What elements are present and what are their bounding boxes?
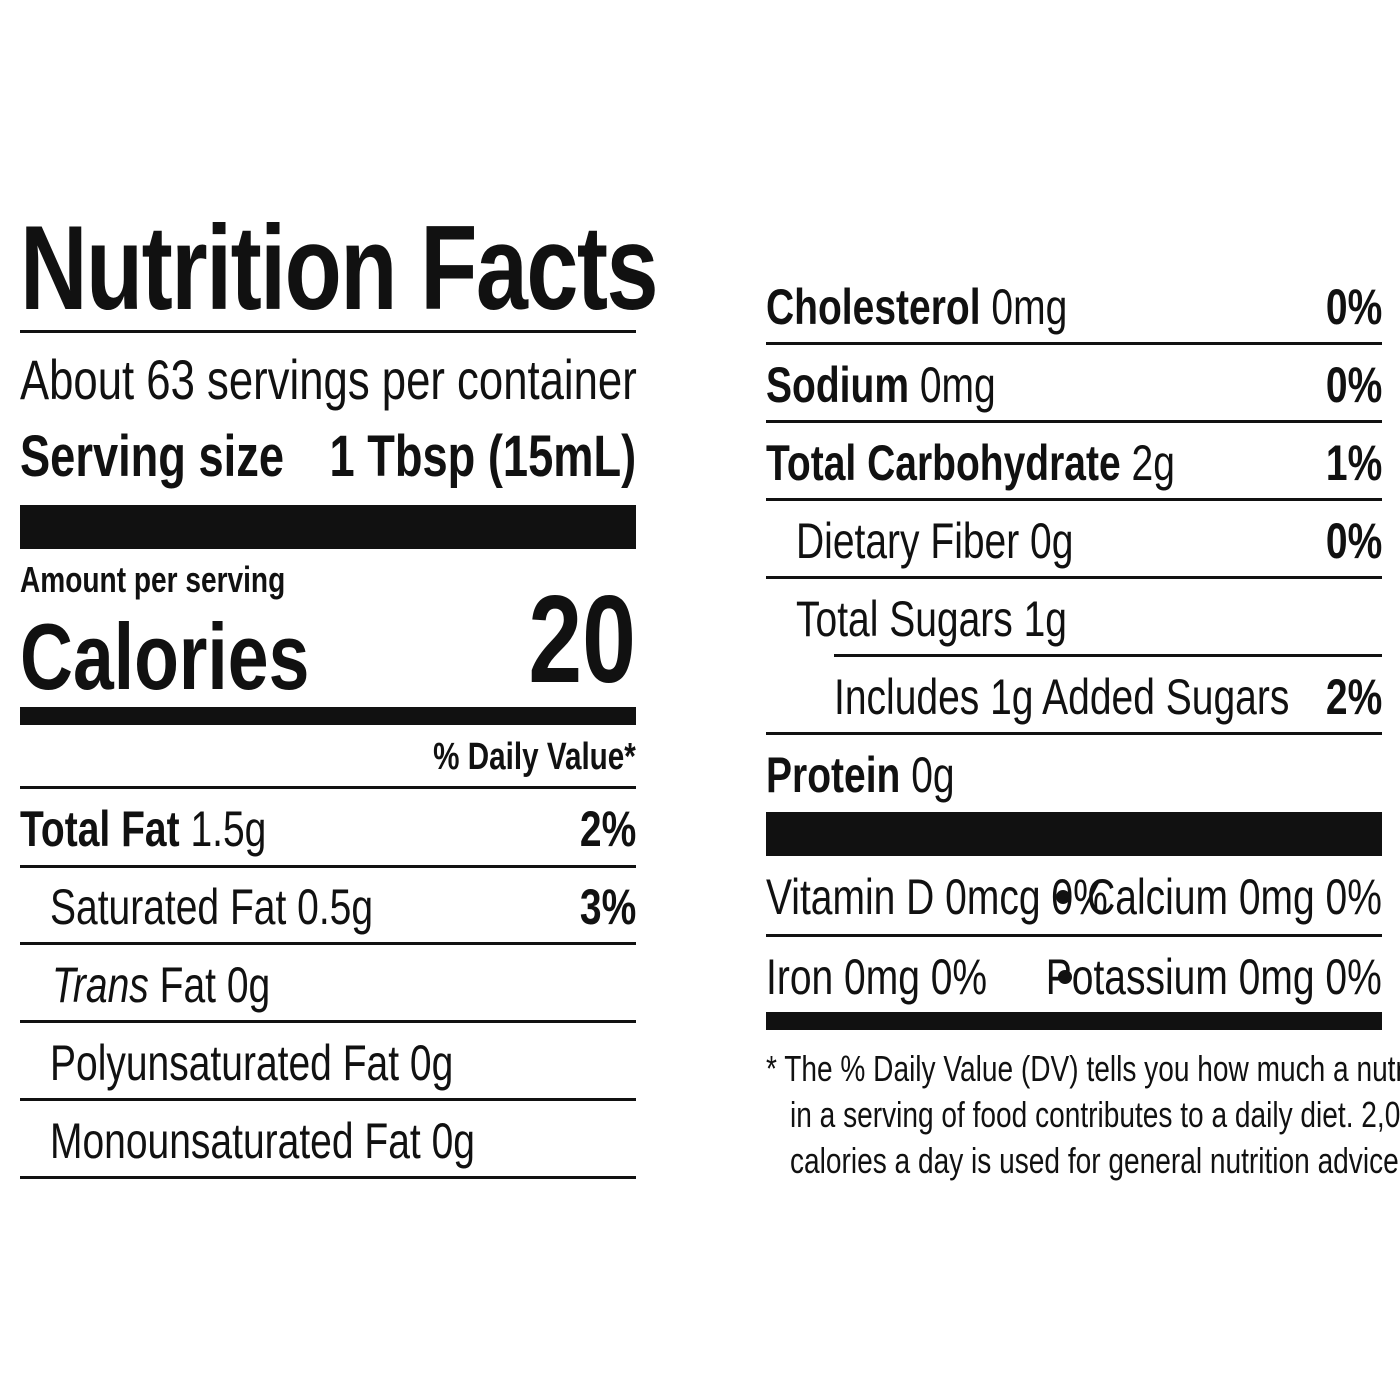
thick-divider <box>766 812 1382 856</box>
medium-divider <box>20 707 636 725</box>
vitamin-d-label: Vitamin D 0mcg 0% <box>766 869 1108 925</box>
medium-divider <box>766 1012 1382 1030</box>
divider <box>766 576 1382 579</box>
nutrition-facts-title: Nutrition Facts <box>20 201 659 335</box>
divider <box>766 342 1382 345</box>
iron-label: Iron 0mg 0% <box>766 949 988 1005</box>
saturated-fat-dv: 3% <box>579 879 636 935</box>
sodium-label: Sodium 0mg <box>766 357 996 413</box>
total-fat-dv: 2% <box>579 801 636 857</box>
nutrition-facts-right-panel: Cholesterol 0mg 0% Sodium 0mg 0% Total C… <box>766 270 1400 1190</box>
dietary-fiber-dv: 0% <box>1325 513 1382 569</box>
divider <box>766 420 1382 423</box>
divider <box>20 942 636 945</box>
amount-per-serving: Amount per serving <box>20 559 286 600</box>
protein-label: Protein 0g <box>766 747 955 803</box>
serving-size-value: 1 Tbsp (15mL) <box>329 424 636 489</box>
nutrition-facts-left-panel: Nutrition Facts About 63 servings per co… <box>20 200 659 1190</box>
dietary-fiber-label: Dietary Fiber 0g <box>796 513 1074 569</box>
calories-label: Calories <box>20 604 310 709</box>
total-fat-label: Total Fat 1.5g <box>20 801 267 857</box>
serving-size-label: Serving size <box>20 424 285 489</box>
total-carbohydrate-dv: 1% <box>1325 435 1382 491</box>
total-sugars-label: Total Sugars 1g <box>796 591 1068 647</box>
divider <box>766 934 1382 937</box>
footnote-line-1: * The % Daily Value (DV) tells you how m… <box>766 1048 1400 1089</box>
added-sugars-dv: 2% <box>1325 669 1382 725</box>
divider <box>20 1020 636 1023</box>
cholesterol-dv: 0% <box>1325 279 1382 335</box>
divider <box>766 498 1382 501</box>
saturated-fat-label: Saturated Fat 0.5g <box>50 879 374 935</box>
divider <box>20 330 636 333</box>
divider <box>766 732 1382 735</box>
footnote-line-2: in a serving of food contributes to a da… <box>790 1094 1400 1135</box>
thick-divider <box>20 505 636 549</box>
divider <box>834 654 1382 657</box>
divider <box>20 1098 636 1101</box>
servings-per-container: About 63 servings per container <box>20 348 637 411</box>
total-carbohydrate-label: Total Carbohydrate 2g <box>766 435 1175 491</box>
bullet-icon <box>1056 890 1070 904</box>
footnote-line-3: calories a day is used for general nutri… <box>790 1140 1400 1181</box>
sodium-dv: 0% <box>1325 357 1382 413</box>
polyunsaturated-fat-label: Polyunsaturated Fat 0g <box>50 1035 454 1091</box>
calcium-label: Calcium 0mg 0% <box>1087 869 1382 925</box>
daily-value-header: % Daily Value* <box>433 736 636 778</box>
trans-fat-label: Trans Fat 0g <box>52 957 271 1013</box>
calories-value: 20 <box>528 571 636 709</box>
potassium-label: Potassium 0mg 0% <box>1046 949 1382 1005</box>
bullet-icon <box>1058 970 1072 984</box>
divider <box>20 865 636 868</box>
monounsaturated-fat-label: Monounsaturated Fat 0g <box>50 1113 475 1169</box>
cholesterol-label: Cholesterol 0mg <box>766 279 1068 335</box>
divider <box>20 786 636 789</box>
added-sugars-label: Includes 1g Added Sugars <box>834 669 1290 725</box>
divider <box>20 1176 636 1179</box>
